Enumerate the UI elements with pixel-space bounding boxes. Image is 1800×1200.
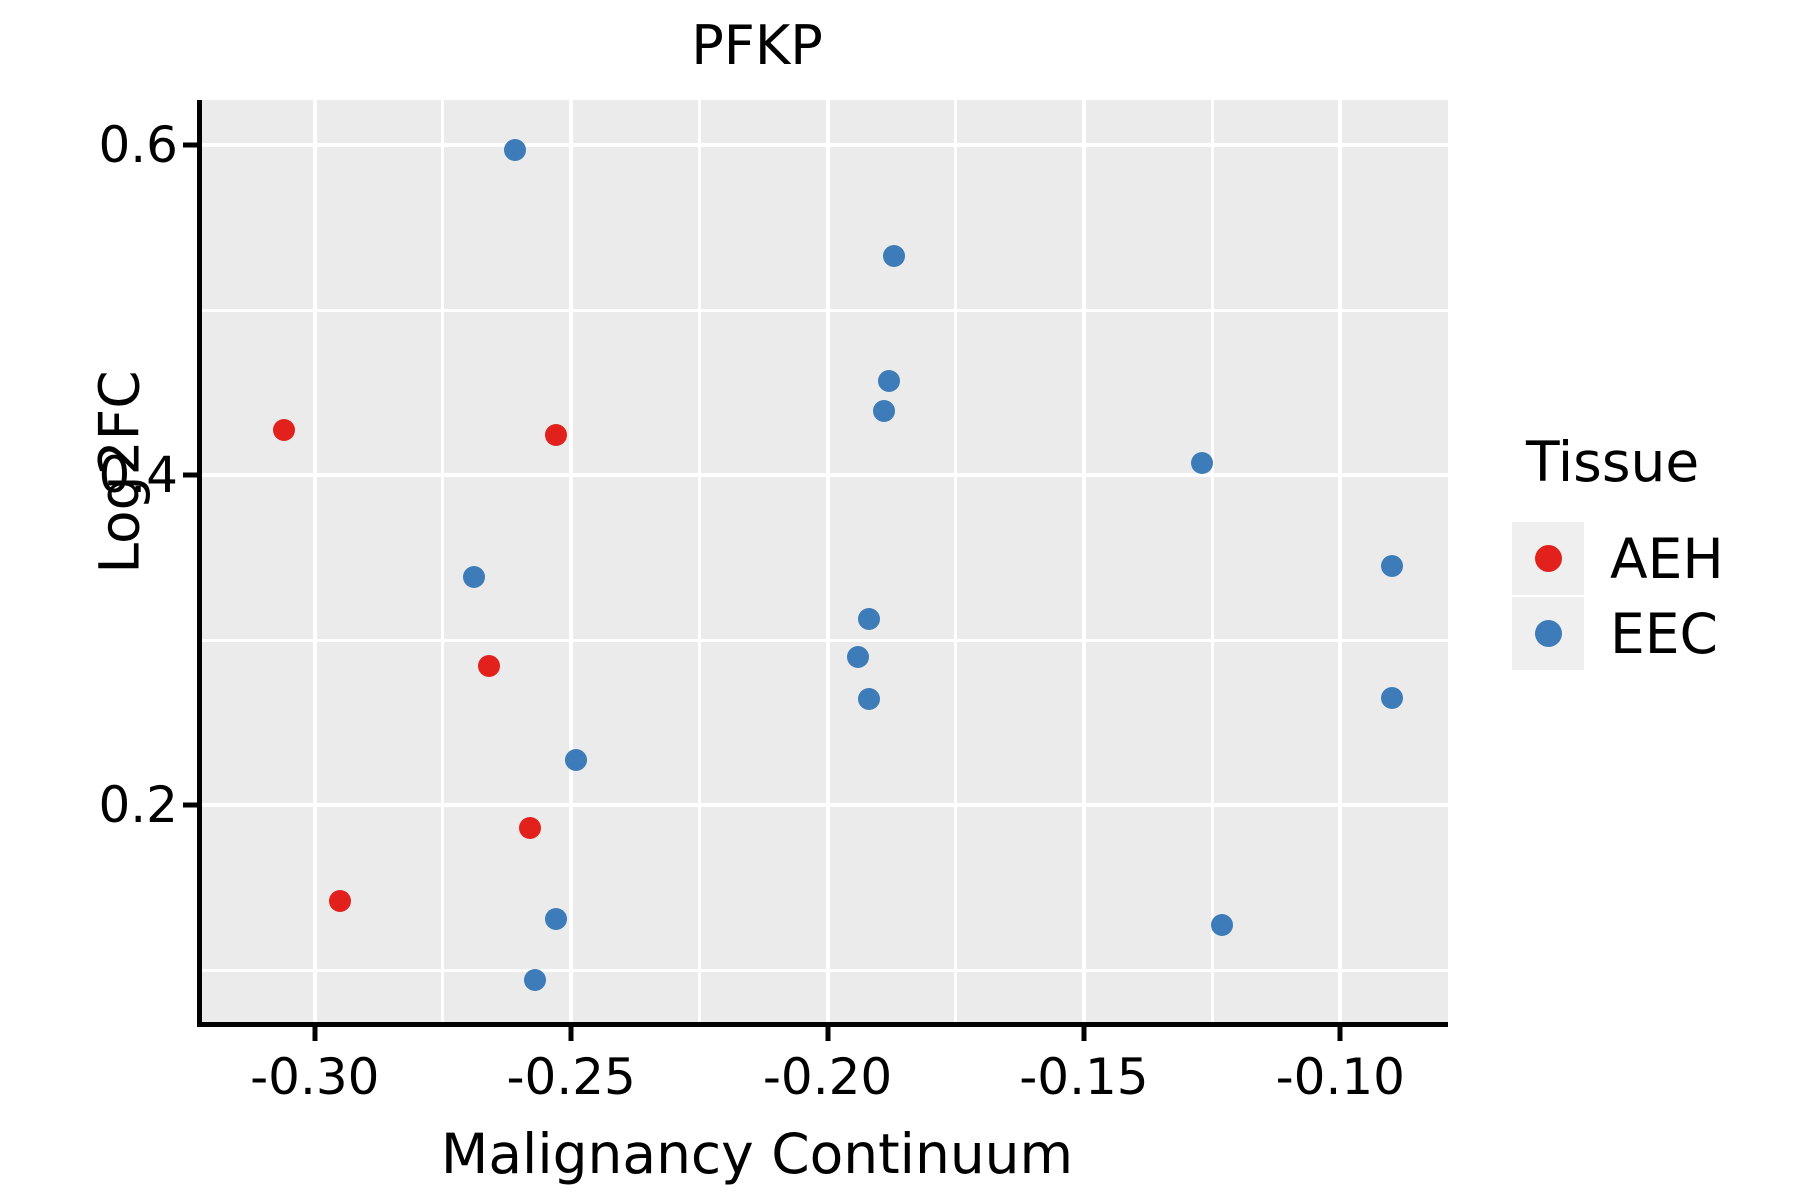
x-tick-mark [1337,1027,1343,1041]
legend-key-aeh [1512,522,1584,595]
aeh-dot-icon [1534,545,1562,572]
gridline-horizontal [202,308,1448,312]
legend-label-eec: EEC [1610,601,1718,666]
data-point-eec [1380,686,1403,709]
y-tick-label: 0.2 [98,776,178,835]
y-tick-mark [183,802,197,808]
x-tick-mark [825,1027,831,1041]
x-tick-mark [312,1027,318,1041]
legend-label-aeh: AEH [1610,526,1724,591]
gridline-horizontal [202,638,1448,642]
plot-panel [197,100,1448,1027]
x-tick-mark [568,1027,574,1041]
data-point-eec [462,566,485,589]
gridline-vertical [954,100,958,1022]
y-tick-mark [183,142,197,148]
gridline-vertical [441,100,445,1022]
legend-title: Tissue [1526,430,1700,494]
x-axis-label: Malignancy Continuum [440,1122,1074,1186]
gridline-vertical [1081,100,1086,1022]
gridline-vertical [312,100,317,1022]
gridline-horizontal [202,143,1448,148]
x-tick-label: -0.10 [1275,1048,1405,1106]
x-tick-label: -0.15 [1019,1048,1149,1106]
data-point-eec [857,688,880,711]
data-point-eec [883,244,906,267]
data-point-eec [1190,452,1213,475]
data-point-eec [1380,554,1403,577]
legend-key-eec [1512,597,1584,670]
x-tick-label: -0.30 [250,1048,380,1106]
data-point-eec [544,907,567,930]
y-tick-label: 0.4 [98,446,178,505]
legend: Tissue AEH EEC [1512,430,1792,672]
data-point-eec [857,607,880,630]
x-tick-label: -0.20 [762,1048,893,1106]
gridline-horizontal [202,968,1448,972]
data-point-aeh [544,424,567,447]
data-point-eec [878,369,901,392]
data-point-eec [565,749,588,772]
y-tick-mark [183,472,197,478]
legend-item-eec: EEC [1512,597,1792,670]
data-point-aeh [478,655,501,678]
gridline-horizontal [202,803,1448,808]
gridline-vertical [825,100,830,1022]
data-point-eec [1211,914,1234,937]
data-point-aeh [519,817,542,840]
x-tick-mark [1081,1027,1087,1041]
data-point-aeh [273,419,296,442]
gridline-vertical [1338,100,1343,1022]
data-point-eec [847,645,870,668]
gridline-vertical [569,100,574,1022]
data-point-eec [503,138,526,161]
eec-dot-icon [1534,620,1562,647]
data-point-aeh [329,889,352,912]
y-axis-label: Log2FC [87,370,152,574]
gridline-horizontal [202,473,1448,478]
x-tick-label: -0.25 [506,1048,636,1106]
gridline-vertical [697,100,701,1022]
legend-item-aeh: AEH [1512,522,1792,595]
data-point-eec [524,968,547,991]
gridline-vertical [1210,100,1214,1022]
y-tick-label: 0.6 [98,116,178,175]
chart-title: PFKP [691,14,823,77]
data-point-eec [872,399,895,422]
